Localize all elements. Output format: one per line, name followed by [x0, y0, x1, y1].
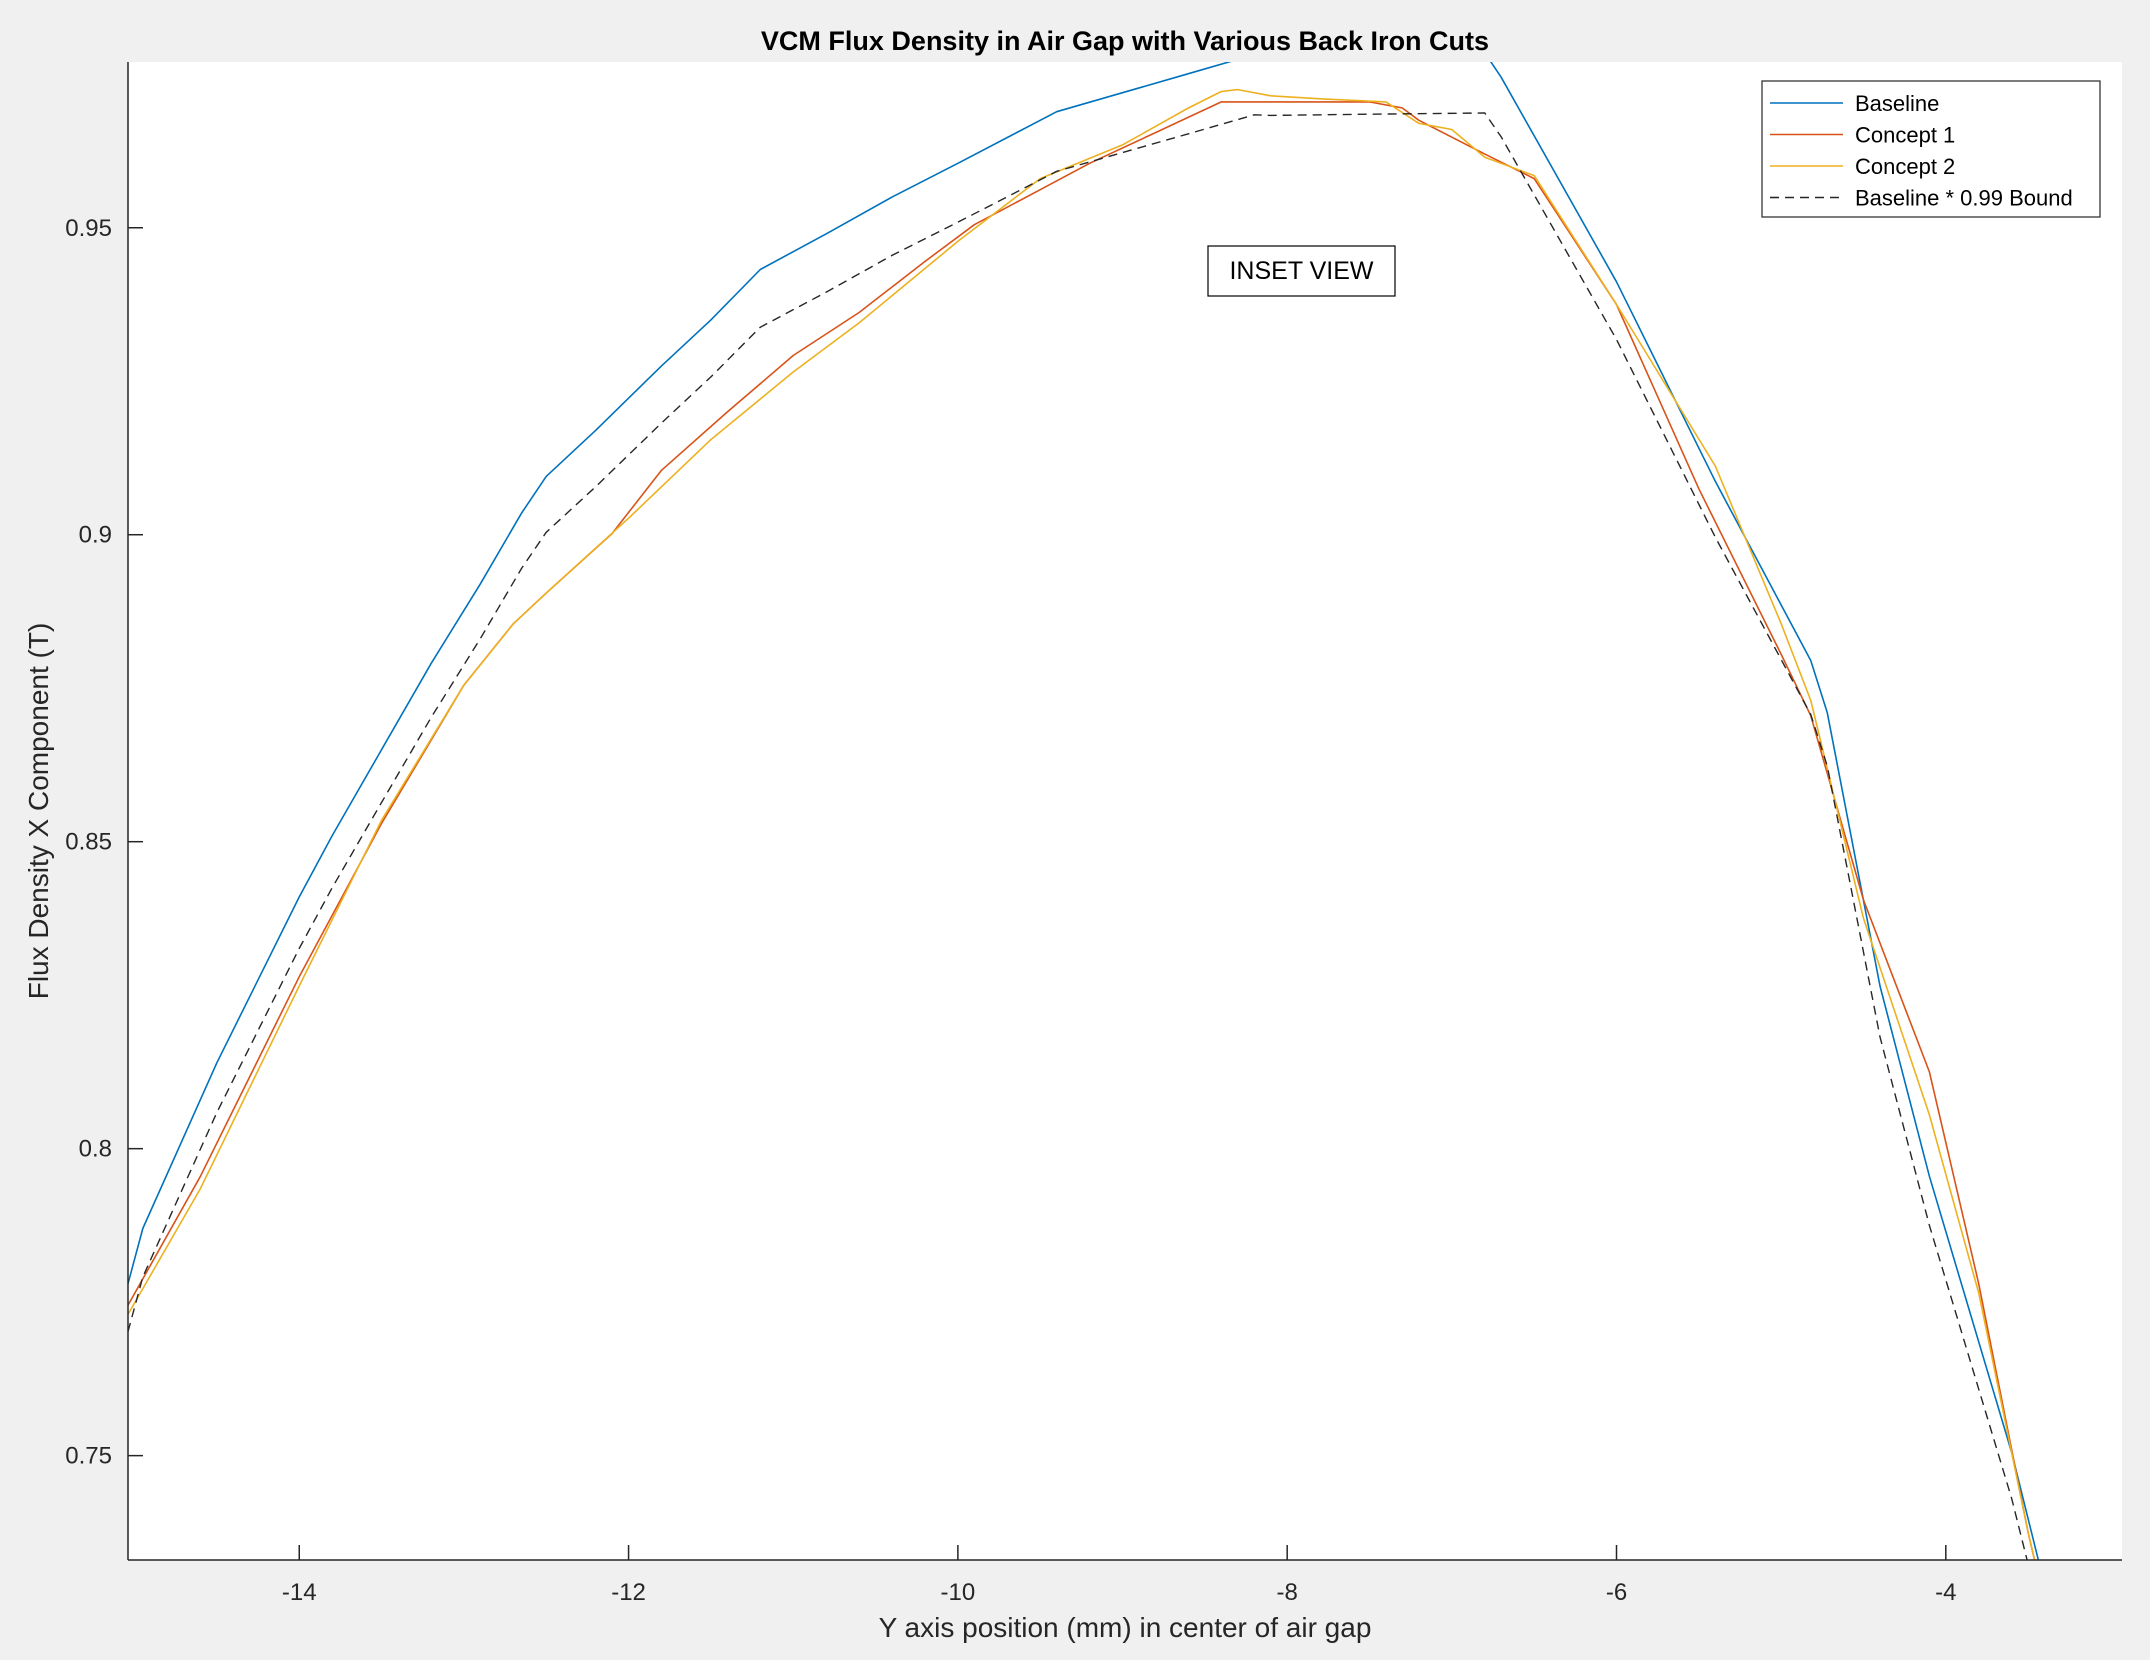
legend-label: Concept 1 [1855, 123, 1955, 148]
x-tick-label: -12 [611, 1579, 646, 1606]
inset-view-annotation: INSET VIEW [1207, 245, 1396, 297]
series-line-baseline-0-99-bound [128, 112, 2028, 1560]
y-tick-label: 0.8 [79, 1136, 112, 1163]
chart-title: VCM Flux Density in Air Gap with Various… [761, 26, 1489, 56]
y-tick-label: 0.9 [79, 522, 112, 549]
legend-item-concept-1[interactable]: Concept 1 [1770, 123, 1955, 148]
plot-area [128, 62, 2122, 1560]
legend-label: Baseline * 0.99 Bound [1855, 186, 2073, 211]
y-axis-label: Flux Density X Component (T) [23, 623, 54, 1000]
x-tick-label: -4 [1935, 1579, 1956, 1606]
x-tick-label: -14 [282, 1579, 317, 1606]
series-layer [128, 62, 2040, 1560]
series-line-baseline [128, 62, 2040, 1560]
x-tick-label: -6 [1606, 1579, 1627, 1606]
annotation-text: INSET VIEW [1229, 257, 1373, 285]
legend[interactable]: Baseline Concept 1 Concept 2 Baseline * 0.9… [1761, 80, 2101, 218]
x-axis-label: Y axis position (mm) in center of air ga… [879, 1612, 1372, 1643]
legend-label: Baseline [1855, 91, 1939, 116]
legend-item-concept-2[interactable]: Concept 2 [1770, 154, 1955, 179]
legend-label: Concept 2 [1855, 154, 1955, 179]
y-tick-label: 0.95 [65, 215, 112, 242]
series-line-concept-2 [128, 88, 2036, 1560]
annotation-box [1207, 245, 1396, 297]
legend-item-baseline[interactable]: Baseline [1770, 91, 1939, 116]
x-tick-label: -8 [1277, 1579, 1298, 1606]
y-tick-label: 0.75 [65, 1443, 112, 1470]
ticks-layer: -14 -12 -10 -8 -6 -4 0.75 0.8 0.85 0.9 0.95 [65, 215, 1956, 1606]
legend-item-baseline-0-99-bound[interactable]: Baseline * 0.99 Bound [1770, 186, 2073, 211]
y-tick-label: 0.85 [65, 829, 112, 856]
x-tick-label: -10 [941, 1579, 976, 1606]
